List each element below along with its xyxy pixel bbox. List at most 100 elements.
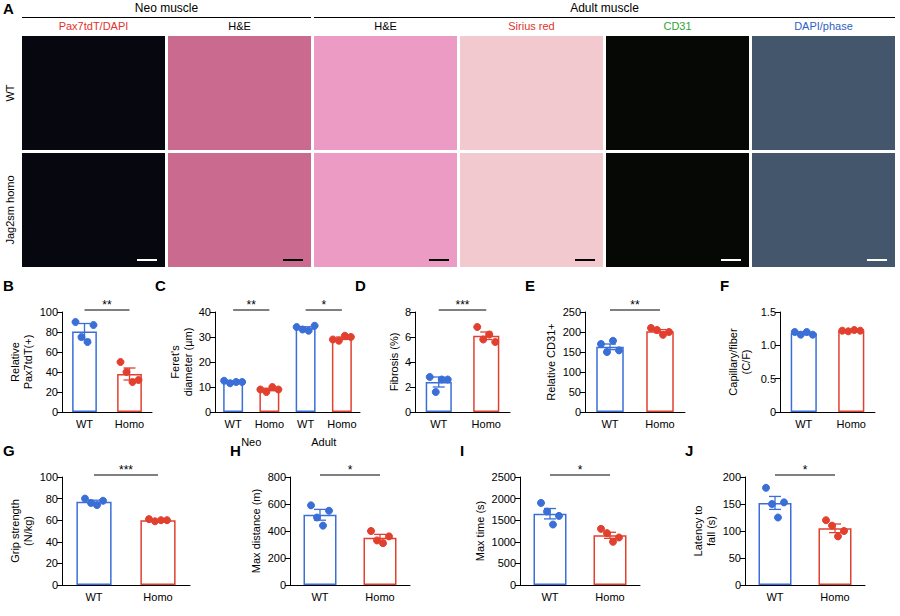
svg-text:Max time (s): Max time (s) <box>474 501 486 562</box>
svg-text:WT: WT <box>430 418 447 430</box>
svg-text:D: D <box>355 277 366 294</box>
svg-text:WT: WT <box>297 418 314 430</box>
svg-text:8: 8 <box>405 306 411 318</box>
svg-text:B: B <box>3 277 14 294</box>
svg-text:WT: WT <box>795 418 812 430</box>
svg-text:0: 0 <box>735 579 741 591</box>
svg-text:400: 400 <box>268 525 286 537</box>
svg-text:diameter (µm): diameter (µm) <box>182 328 194 397</box>
svg-text:*: * <box>578 463 583 477</box>
svg-text:0: 0 <box>770 406 776 418</box>
svg-text:0: 0 <box>52 579 58 591</box>
svg-text:200: 200 <box>268 552 286 564</box>
svg-text:1500: 1500 <box>492 514 516 526</box>
svg-text:1.0: 1.0 <box>761 339 776 351</box>
svg-text:*: * <box>321 298 326 312</box>
svg-text:**: ** <box>102 298 112 312</box>
svg-text:Homo: Homo <box>143 591 172 603</box>
svg-text:250: 250 <box>563 306 581 318</box>
svg-text:20: 20 <box>46 386 58 398</box>
svg-text:fall (s): fall (s) <box>705 516 717 546</box>
svg-text:80: 80 <box>46 326 58 338</box>
svg-text:Grip strength: Grip strength <box>9 499 21 563</box>
svg-text:Adult: Adult <box>311 436 336 448</box>
svg-text:20: 20 <box>46 557 58 569</box>
svg-text:600: 600 <box>268 498 286 510</box>
svg-text:Capillary/fiber: Capillary/fiber <box>727 328 739 396</box>
svg-text:100: 100 <box>563 366 581 378</box>
svg-text:Max distance (m): Max distance (m) <box>250 489 262 573</box>
svg-text:500: 500 <box>498 557 516 569</box>
svg-text:40: 40 <box>46 536 58 548</box>
svg-text:Homo: Homo <box>472 418 501 430</box>
svg-text:Latency to: Latency to <box>692 506 704 557</box>
svg-text:40: 40 <box>46 366 58 378</box>
svg-text:2500: 2500 <box>492 471 516 483</box>
svg-text:1.5: 1.5 <box>761 306 776 318</box>
svg-text:WT: WT <box>601 418 618 430</box>
svg-text:10: 10 <box>199 381 211 393</box>
svg-text:800: 800 <box>268 471 286 483</box>
svg-text:WT: WT <box>225 418 242 430</box>
svg-text:0.5: 0.5 <box>761 373 776 385</box>
svg-text:(C/F): (C/F) <box>740 349 752 374</box>
svg-text:J: J <box>685 442 693 459</box>
svg-text:0: 0 <box>205 406 211 418</box>
svg-text:Homo: Homo <box>820 591 849 603</box>
svg-text:80: 80 <box>46 493 58 505</box>
svg-text:100: 100 <box>723 525 741 537</box>
svg-text:Pax7tdT(+): Pax7tdT(+) <box>22 335 34 390</box>
svg-text:20: 20 <box>199 356 211 368</box>
svg-text:WT: WT <box>85 591 102 603</box>
svg-text:100: 100 <box>40 306 58 318</box>
svg-text:2000: 2000 <box>492 493 516 505</box>
svg-text:E: E <box>525 277 535 294</box>
svg-text:100: 100 <box>40 471 58 483</box>
svg-text:H: H <box>230 442 241 459</box>
svg-text:Fibrosis (%): Fibrosis (%) <box>388 333 400 392</box>
svg-text:Feret's: Feret's <box>169 345 181 379</box>
svg-text:4: 4 <box>405 356 411 368</box>
svg-text:WT: WT <box>311 591 328 603</box>
svg-text:F: F <box>720 277 729 294</box>
svg-text:1000: 1000 <box>492 536 516 548</box>
svg-text:Homo: Homo <box>365 591 394 603</box>
svg-text:0: 0 <box>575 406 581 418</box>
svg-text:60: 60 <box>46 514 58 526</box>
svg-text:C: C <box>155 277 166 294</box>
svg-text:0: 0 <box>280 579 286 591</box>
svg-text:WT: WT <box>541 591 558 603</box>
svg-text:60: 60 <box>46 346 58 358</box>
svg-text:**: ** <box>247 298 257 312</box>
svg-text:0: 0 <box>510 579 516 591</box>
svg-text:*: * <box>803 463 808 477</box>
svg-text:0: 0 <box>405 406 411 418</box>
svg-text:Homo: Homo <box>645 418 674 430</box>
svg-text:30: 30 <box>199 331 211 343</box>
svg-text:6: 6 <box>405 331 411 343</box>
svg-text:2: 2 <box>405 381 411 393</box>
svg-text:WT: WT <box>766 591 783 603</box>
svg-text:*: * <box>348 463 353 477</box>
svg-text:***: *** <box>119 463 133 477</box>
svg-text:200: 200 <box>723 471 741 483</box>
svg-text:Relative CD31+: Relative CD31+ <box>545 323 557 400</box>
svg-text:I: I <box>460 442 464 459</box>
svg-text:**: ** <box>630 298 640 312</box>
svg-text:50: 50 <box>569 386 581 398</box>
svg-text:Homo: Homo <box>595 591 624 603</box>
svg-text:WT: WT <box>76 418 93 430</box>
svg-text:G: G <box>3 442 15 459</box>
svg-text:Homo: Homo <box>255 418 284 430</box>
svg-text:Relative: Relative <box>9 342 21 382</box>
svg-text:0: 0 <box>52 406 58 418</box>
svg-text:40: 40 <box>199 306 211 318</box>
svg-text:150: 150 <box>563 346 581 358</box>
svg-text:Homo: Homo <box>327 418 356 430</box>
svg-text:Homo: Homo <box>115 418 144 430</box>
svg-text:150: 150 <box>723 498 741 510</box>
svg-text:Homo: Homo <box>837 418 866 430</box>
svg-text:***: *** <box>455 298 469 312</box>
svg-text:200: 200 <box>563 326 581 338</box>
svg-text:50: 50 <box>729 552 741 564</box>
